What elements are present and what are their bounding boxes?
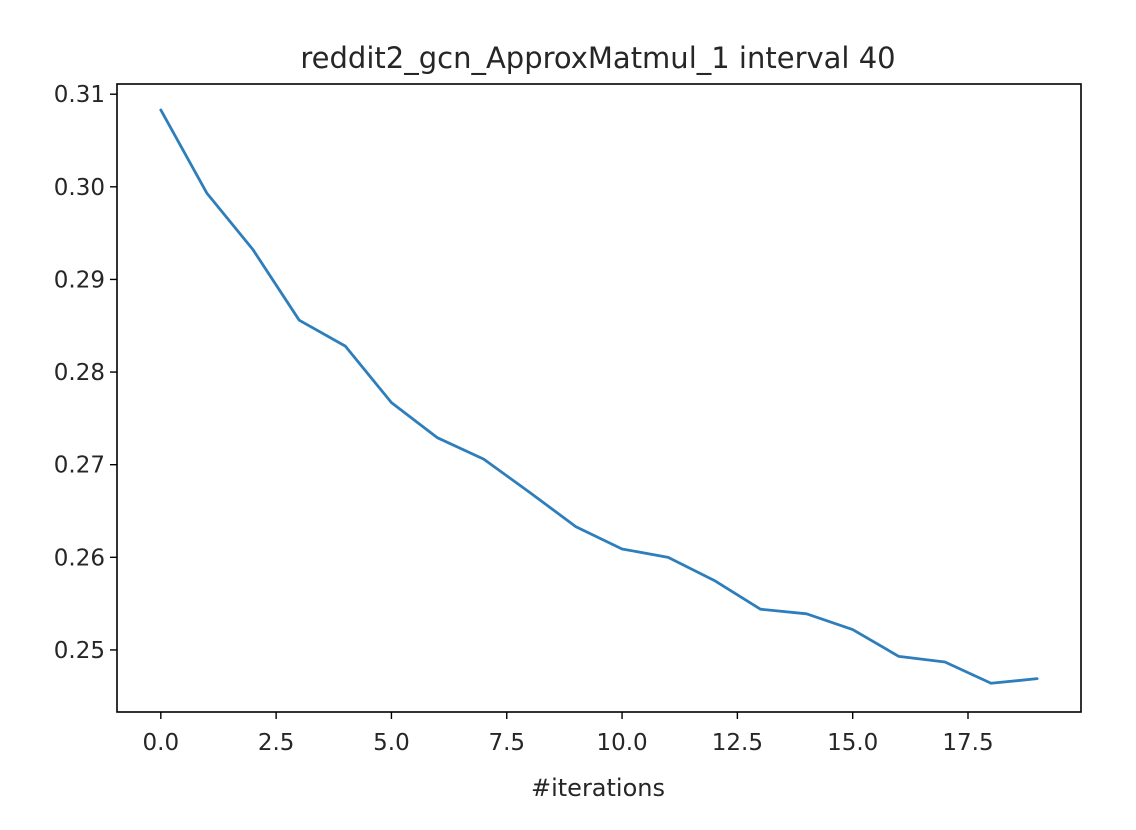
- x-tick-label: 10.0: [596, 730, 647, 756]
- data-point: [944, 661, 947, 664]
- data-point: [897, 655, 900, 658]
- y-tick-label: 0.27: [54, 453, 105, 479]
- x-tick-label: 2.5: [258, 730, 295, 756]
- data-point: [528, 491, 531, 494]
- x-tick-label: 0.0: [143, 730, 180, 756]
- data-point: [990, 682, 993, 685]
- data-point: [621, 548, 624, 551]
- data-point: [436, 436, 439, 439]
- x-tick-label: 12.5: [712, 730, 763, 756]
- x-axis-label: #iterations: [531, 774, 665, 802]
- data-point: [1036, 677, 1039, 680]
- x-tick-label: 17.5: [942, 730, 993, 756]
- data-point: [252, 248, 255, 251]
- y-tick-label: 0.29: [54, 267, 105, 293]
- data-point: [713, 579, 716, 582]
- y-tick-label: 0.26: [54, 545, 105, 571]
- y-tick-label: 0.30: [54, 175, 105, 201]
- data-point: [851, 628, 854, 631]
- data-point: [298, 319, 301, 322]
- x-tick-label: 7.5: [488, 730, 525, 756]
- data-point: [759, 608, 762, 611]
- data-point: [159, 109, 162, 112]
- y-tick-label: 0.28: [54, 360, 105, 386]
- data-point: [805, 612, 808, 615]
- data-point: [482, 458, 485, 461]
- data-point: [206, 192, 209, 195]
- chart-title: reddit2_gcn_ApproxMatmul_1 interval 40: [300, 41, 895, 75]
- y-tick-label: 0.25: [54, 638, 105, 664]
- plot-frame: [116, 83, 1082, 713]
- y-tick-label: 0.31: [54, 82, 105, 108]
- data-point: [344, 345, 347, 348]
- x-tick-label: 15.0: [827, 730, 878, 756]
- data-point: [575, 525, 578, 528]
- series-line: [159, 108, 1039, 685]
- data-point: [390, 401, 393, 404]
- x-tick-label: 5.0: [373, 730, 410, 756]
- data-point: [667, 556, 670, 559]
